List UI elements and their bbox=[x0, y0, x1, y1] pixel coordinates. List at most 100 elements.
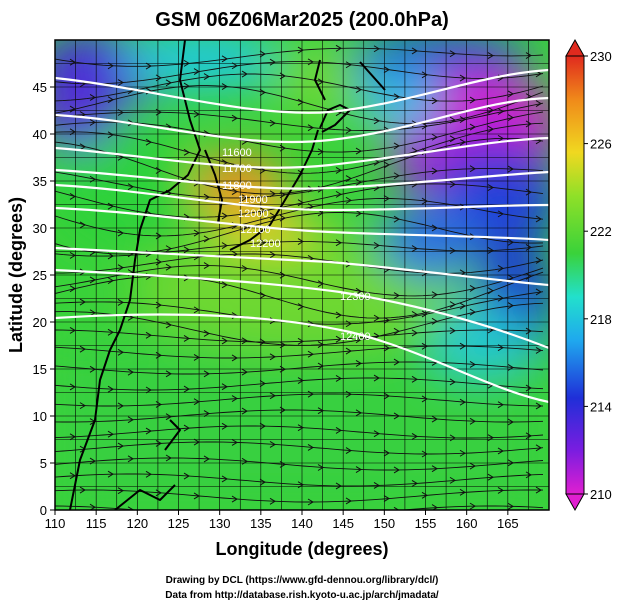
colorbar: 230 226 222 218 214 210 bbox=[565, 38, 612, 512]
wind-arrow bbox=[317, 280, 324, 288]
wind-arrow bbox=[421, 450, 428, 458]
wind-arrow bbox=[431, 224, 438, 232]
wind-arrow bbox=[487, 52, 494, 60]
wind-arrow bbox=[165, 321, 172, 329]
wind-arrow bbox=[165, 263, 172, 271]
contour-label: 12000 bbox=[238, 208, 269, 220]
wind-arrow bbox=[279, 214, 286, 222]
wind-arrow bbox=[411, 375, 418, 383]
contour-label: 11800 bbox=[222, 180, 252, 192]
wind-arrow bbox=[393, 412, 400, 420]
y-tick-label: 5 bbox=[40, 456, 47, 471]
wind-arrow bbox=[431, 133, 438, 141]
contour-label: 11900 bbox=[238, 194, 268, 206]
streamline bbox=[55, 265, 544, 297]
wind-arrow bbox=[297, 238, 304, 245]
x-axis-label: Longitude (degrees) bbox=[215, 539, 388, 559]
wind-arrow bbox=[525, 243, 532, 251]
wind-arrow bbox=[259, 338, 266, 346]
wind-arrow bbox=[393, 93, 400, 101]
wind-arrow bbox=[317, 362, 324, 370]
wind-arrow bbox=[469, 502, 476, 510]
credit-drawing: Drawing by DCL (https://www.gfd-dennou.o… bbox=[166, 575, 439, 586]
streamline bbox=[55, 329, 544, 343]
wind-arrow bbox=[449, 247, 456, 255]
wind-arrow bbox=[317, 341, 324, 348]
wind-streamlines bbox=[55, 44, 544, 521]
wind-arrow bbox=[183, 335, 190, 342]
wind-arrow bbox=[383, 449, 390, 457]
wind-arrow bbox=[507, 165, 514, 173]
wind-arrow bbox=[535, 288, 542, 296]
wind-arrow bbox=[525, 471, 532, 479]
wind-arrow bbox=[155, 439, 162, 447]
wind-arrow bbox=[383, 195, 390, 202]
wind-arrow bbox=[345, 196, 352, 204]
wind-arrow bbox=[307, 444, 314, 451]
wind-arrow bbox=[297, 377, 304, 384]
wind-arrow bbox=[345, 175, 352, 182]
wind-arrow bbox=[507, 274, 514, 282]
wind-arrow bbox=[487, 473, 494, 481]
coastlines bbox=[69, 40, 386, 510]
wind-arrow bbox=[355, 86, 362, 94]
wind-arrow bbox=[155, 301, 162, 309]
wind-arrow bbox=[145, 138, 152, 146]
wind-arrow bbox=[69, 58, 76, 66]
wind-arrow bbox=[393, 215, 400, 223]
x-tick-label: 115 bbox=[86, 516, 107, 531]
wind-arrow bbox=[307, 390, 314, 398]
streamline bbox=[55, 441, 544, 455]
wind-arrow bbox=[117, 264, 124, 272]
contour-label: 12200 bbox=[250, 238, 281, 250]
wind-arrow bbox=[117, 298, 124, 306]
wind-arrow bbox=[373, 482, 380, 489]
wind-arrow bbox=[69, 193, 76, 200]
wind-arrow bbox=[525, 384, 532, 392]
wind-arrow bbox=[193, 438, 200, 446]
wind-arrow bbox=[525, 327, 532, 335]
wind-arrow bbox=[241, 70, 248, 78]
wind-arrow bbox=[203, 235, 210, 243]
wind-arrow bbox=[411, 245, 418, 253]
wind-arrow bbox=[345, 347, 352, 355]
wind-arrow bbox=[259, 239, 266, 247]
wind-arrow bbox=[459, 116, 466, 123]
wind-arrow bbox=[107, 131, 114, 139]
wind-arrow bbox=[183, 246, 190, 254]
x-tick-label: 130 bbox=[209, 516, 231, 531]
wind-arrow bbox=[507, 302, 514, 310]
colorbar-max-triangle bbox=[565, 38, 585, 57]
wind-arrow bbox=[469, 284, 476, 292]
wind-arrow bbox=[421, 122, 428, 130]
wind-arrow bbox=[411, 147, 418, 155]
wind-arrow bbox=[431, 415, 438, 423]
wind-arrow bbox=[393, 327, 400, 335]
wind-arrow bbox=[497, 486, 504, 494]
map-title: GSM 06Z06Mar2025 (200.0hPa) bbox=[155, 9, 449, 31]
wind-arrow bbox=[297, 199, 304, 207]
wind-arrow bbox=[487, 434, 494, 442]
wind-arrow bbox=[421, 310, 428, 318]
wind-arrow bbox=[203, 73, 210, 80]
x-tick-label: 145 bbox=[332, 516, 354, 531]
wind-arrow bbox=[487, 125, 494, 133]
wind-arrow bbox=[155, 167, 162, 174]
streamline bbox=[55, 489, 544, 503]
wind-arrow bbox=[155, 401, 162, 408]
wind-arrow bbox=[345, 61, 352, 69]
wind-arrow bbox=[279, 191, 286, 199]
wind-arrow bbox=[203, 410, 210, 417]
wind-arrow bbox=[393, 506, 400, 510]
wind-arrow bbox=[411, 47, 418, 55]
wind-arrow bbox=[107, 62, 114, 70]
wind-arrow bbox=[497, 108, 504, 115]
wind-arrow bbox=[279, 144, 286, 152]
wind-arrow bbox=[165, 370, 172, 378]
wind-arrow bbox=[155, 74, 162, 82]
wind-arrow bbox=[459, 398, 466, 406]
wind-arrow bbox=[280, 515, 285, 521]
wind-arrow bbox=[269, 353, 276, 361]
wind-arrow bbox=[373, 430, 380, 438]
wind-arrow bbox=[525, 272, 532, 280]
